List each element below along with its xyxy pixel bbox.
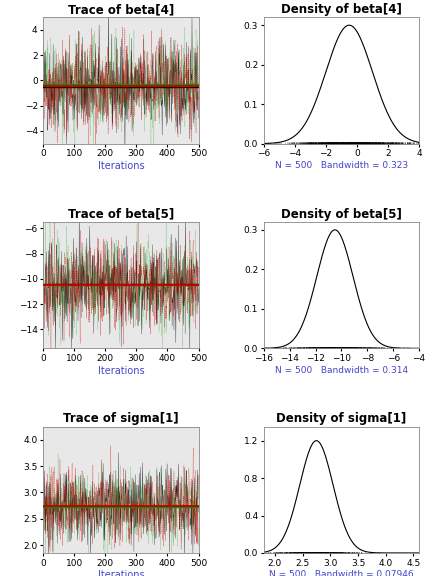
Title: Density of beta[5]: Density of beta[5] <box>281 208 402 221</box>
Title: Density of beta[4]: Density of beta[4] <box>281 3 402 16</box>
X-axis label: N = 500   Bandwidth = 0.07946: N = 500 Bandwidth = 0.07946 <box>269 570 414 576</box>
X-axis label: Iterations: Iterations <box>98 366 144 376</box>
Title: Trace of beta[4]: Trace of beta[4] <box>68 3 174 16</box>
Title: Density of sigma[1]: Density of sigma[1] <box>276 412 407 426</box>
X-axis label: N = 500   Bandwidth = 0.323: N = 500 Bandwidth = 0.323 <box>275 161 408 170</box>
X-axis label: Iterations: Iterations <box>98 570 144 576</box>
X-axis label: Iterations: Iterations <box>98 161 144 171</box>
Title: Trace of beta[5]: Trace of beta[5] <box>68 208 174 221</box>
Title: Trace of sigma[1]: Trace of sigma[1] <box>63 412 179 426</box>
X-axis label: N = 500   Bandwidth = 0.314: N = 500 Bandwidth = 0.314 <box>275 366 408 374</box>
